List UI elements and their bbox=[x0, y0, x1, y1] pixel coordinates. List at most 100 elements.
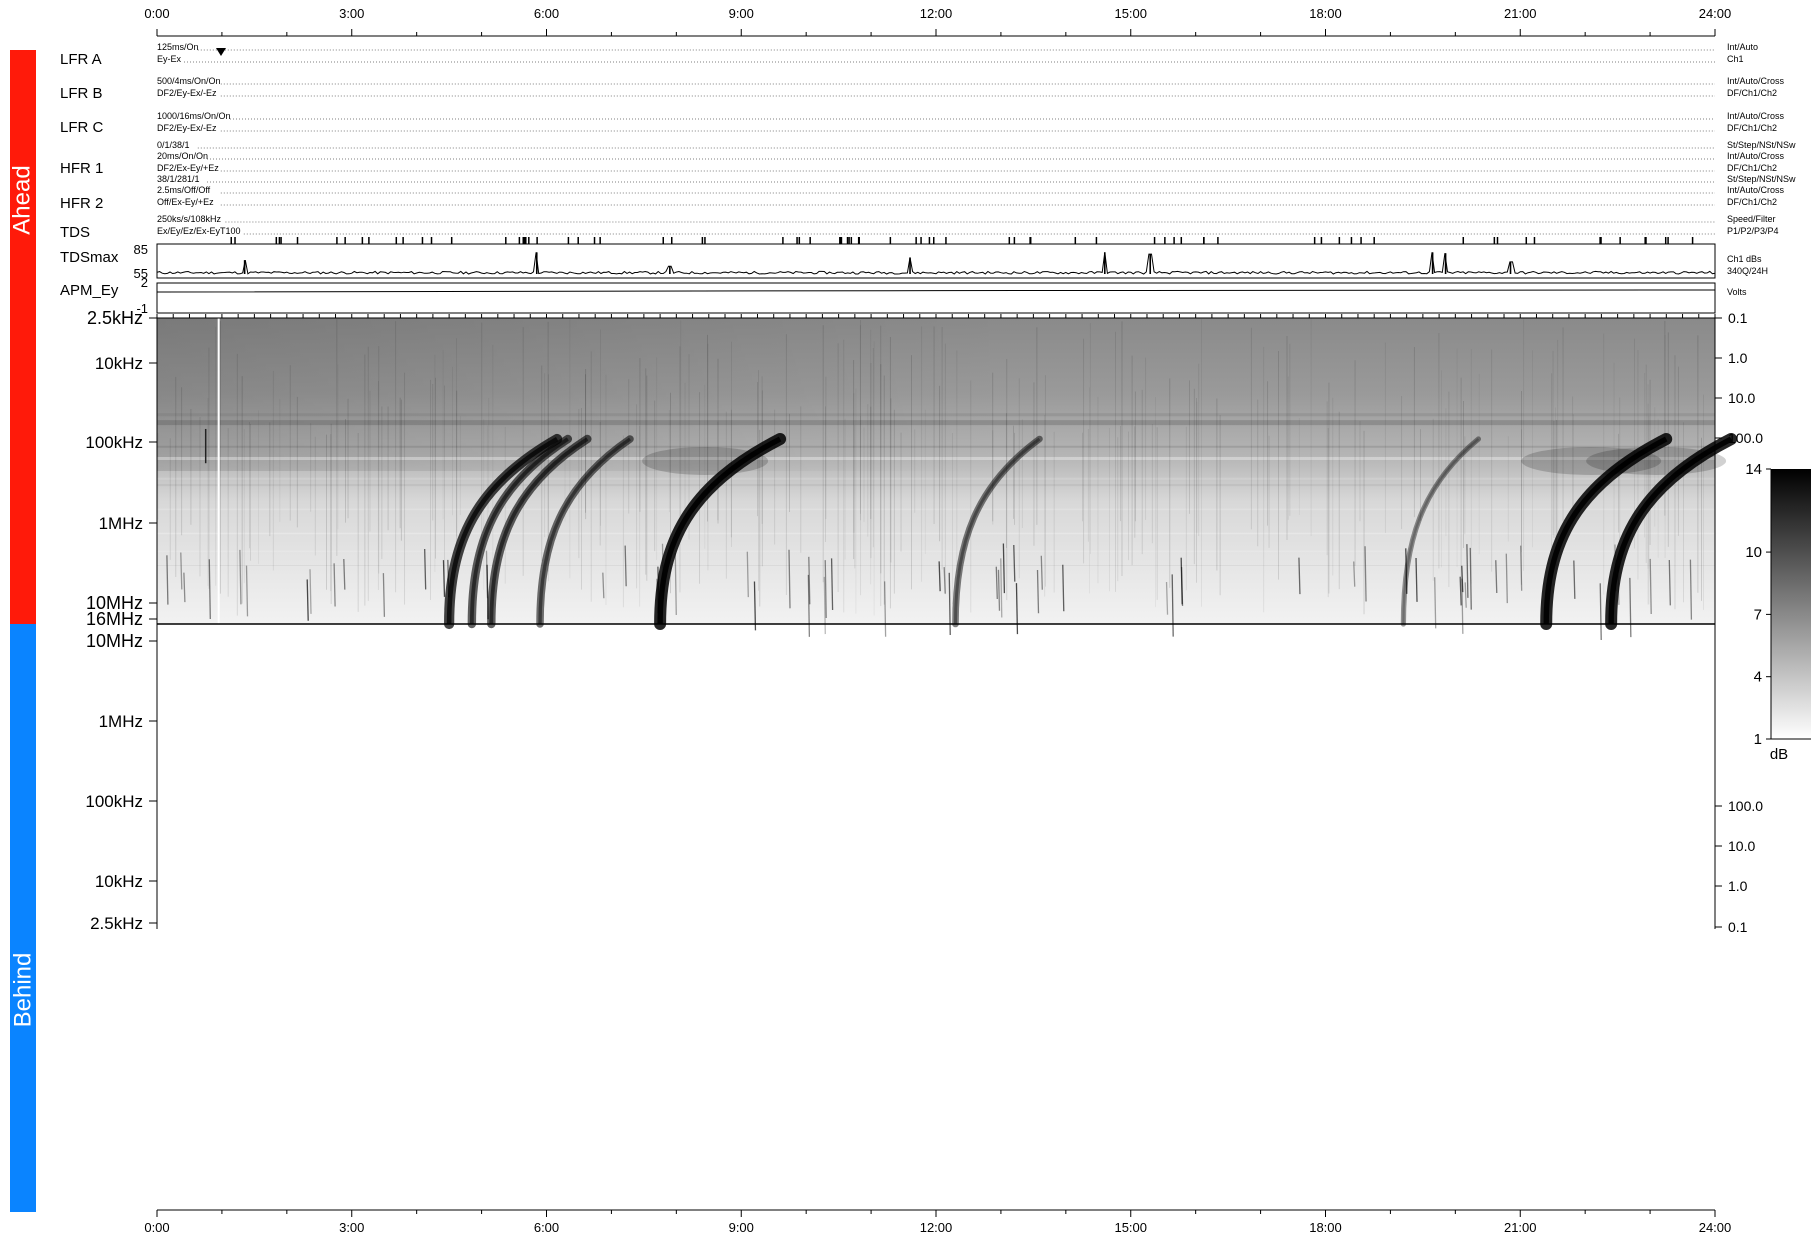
freq-tick-label: 100kHz bbox=[85, 433, 143, 452]
spectral-spike bbox=[1165, 581, 1169, 615]
type-iii-burst-core bbox=[657, 436, 782, 625]
mode-name: HFR 1 bbox=[60, 160, 103, 177]
spectral-spike bbox=[938, 561, 941, 592]
spectral-spike bbox=[1469, 547, 1472, 610]
tdsmax-right-label: 340Q/24H bbox=[1727, 266, 1768, 276]
spectrogram-shade bbox=[157, 318, 1715, 471]
spectral-spike bbox=[245, 565, 249, 617]
spectral-spike bbox=[1353, 561, 1356, 587]
mode-name: LFR A bbox=[60, 51, 102, 68]
apm-label: APM_Ey bbox=[60, 282, 119, 299]
spectral-spike bbox=[1036, 569, 1040, 614]
freq-tick-label: 10kHz bbox=[95, 354, 143, 373]
ahead-label: Ahead bbox=[9, 165, 36, 235]
spectral-spike bbox=[995, 566, 998, 599]
freq-tick-label: 10MHz bbox=[86, 631, 143, 651]
freq-tick-label: 100kHz bbox=[85, 792, 143, 811]
time-tick-label-bottom: 12:00 bbox=[920, 1220, 953, 1235]
spectral-spike bbox=[1649, 558, 1652, 615]
spectral-spike bbox=[183, 572, 186, 603]
spectral-spike bbox=[1459, 576, 1462, 606]
spectral-spike bbox=[1415, 557, 1418, 602]
colorbar-unit: dB bbox=[1770, 746, 1788, 763]
spectral-spike bbox=[602, 572, 605, 599]
freq-tick-label: 10kHz bbox=[95, 872, 143, 891]
type-iii-burst bbox=[1400, 436, 1482, 627]
spectral-spike bbox=[1180, 557, 1183, 605]
spectral-spike bbox=[442, 560, 446, 597]
apm-tick: 2 bbox=[141, 275, 148, 290]
time-tick-label-top: 0:00 bbox=[144, 6, 169, 21]
time-tick-label-bottom: 9:00 bbox=[729, 1220, 754, 1235]
spectral-spike bbox=[1015, 583, 1019, 635]
time-tick-label-top: 21:00 bbox=[1504, 6, 1537, 21]
type-iii-burst-core bbox=[1402, 438, 1480, 625]
spectral-spike bbox=[306, 579, 309, 621]
spectral-spike bbox=[943, 567, 946, 594]
colorbar-tick-label: 10 bbox=[1745, 544, 1762, 561]
lfr-marker-icon bbox=[216, 48, 226, 56]
spectral-spike bbox=[1364, 546, 1367, 602]
spectral-spike bbox=[1002, 543, 1006, 594]
spectral-spike bbox=[424, 549, 427, 590]
apm-frame bbox=[156, 282, 1716, 314]
mode-setting: 0/1/38/1 bbox=[157, 140, 190, 150]
freq-tick-label: 10MHz bbox=[86, 593, 143, 613]
spectral-spike bbox=[1629, 577, 1632, 638]
spectral-spike bbox=[1466, 544, 1469, 598]
right-tick-label: 0.1 bbox=[1728, 310, 1748, 326]
mode-setting: 125ms/On bbox=[157, 42, 199, 52]
colorbar-tick-label: 7 bbox=[1754, 606, 1762, 623]
mode-right-label: Int/Auto/Cross bbox=[1727, 185, 1785, 195]
spectral-spike bbox=[1461, 565, 1464, 593]
spectral-spike bbox=[1013, 545, 1016, 582]
mode-right-label: Int/Auto bbox=[1727, 42, 1758, 52]
time-tick-label-top: 18:00 bbox=[1309, 6, 1342, 21]
spectral-spike bbox=[624, 545, 627, 587]
freq-tick-label: 1MHz bbox=[99, 712, 143, 731]
behind-label: Behind bbox=[9, 952, 37, 1028]
time-tick-label-top: 15:00 bbox=[1114, 6, 1147, 21]
spectral-spike bbox=[753, 581, 757, 631]
mode-right-label: St/Step/NSt/NSw bbox=[1727, 174, 1796, 184]
spectral-spike bbox=[180, 552, 183, 590]
freq-tick-label: 16MHz bbox=[86, 609, 143, 629]
spectral-spike bbox=[1505, 553, 1508, 604]
type-iii-burst-core bbox=[1608, 436, 1733, 625]
spectral-spike bbox=[883, 581, 887, 637]
mode-right-label: DF/Ch1/Ch2 bbox=[1727, 197, 1777, 207]
type-iii-burst-core bbox=[469, 437, 569, 625]
spectral-spike bbox=[1298, 557, 1301, 595]
freq-tick-label: 1MHz bbox=[99, 514, 143, 533]
mode-setting: DF2/Ey-Ex/-Ez bbox=[157, 88, 217, 98]
colorbar-tick-label: 14 bbox=[1745, 461, 1762, 478]
right-tick-label: 10.0 bbox=[1728, 390, 1755, 406]
tdsmax-tick: 55 bbox=[134, 266, 148, 281]
mode-setting: DF2/Ex-Ey/+Ez bbox=[157, 163, 219, 173]
mode-setting: Off/Ex-Ey/+Ez bbox=[157, 197, 214, 207]
apm-tick: -1 bbox=[136, 301, 148, 316]
spectral-spike bbox=[808, 556, 811, 605]
right-tick-label: 10.0 bbox=[1728, 838, 1755, 854]
time-tick-label-top: 3:00 bbox=[339, 6, 364, 21]
tdsmax-tick: 85 bbox=[134, 242, 148, 257]
tdsmax-label: TDSmax bbox=[60, 249, 119, 266]
spectral-spike bbox=[788, 549, 791, 609]
ahead-bar bbox=[10, 50, 36, 624]
spectral-spike bbox=[1180, 567, 1184, 607]
mode-right-label: P1/P2/P3/P4 bbox=[1727, 226, 1779, 236]
apm-right-label: Volts bbox=[1727, 287, 1747, 297]
time-tick-label-bottom: 21:00 bbox=[1504, 1220, 1537, 1235]
spectrogram-ahead bbox=[157, 318, 1738, 640]
spectral-spike bbox=[824, 560, 827, 618]
mode-right-label: Ch1 bbox=[1727, 54, 1744, 64]
mode-right-label: DF/Ch1/Ch2 bbox=[1727, 123, 1777, 133]
spectral-spike bbox=[239, 549, 242, 605]
type-iii-burst-core bbox=[953, 437, 1041, 625]
freq-tick-label: 2.5kHz bbox=[87, 308, 143, 328]
spectral-spike bbox=[1464, 582, 1467, 608]
type-iii-burst bbox=[952, 435, 1043, 628]
spectral-spike bbox=[208, 559, 211, 619]
spectral-spike bbox=[1405, 548, 1408, 594]
